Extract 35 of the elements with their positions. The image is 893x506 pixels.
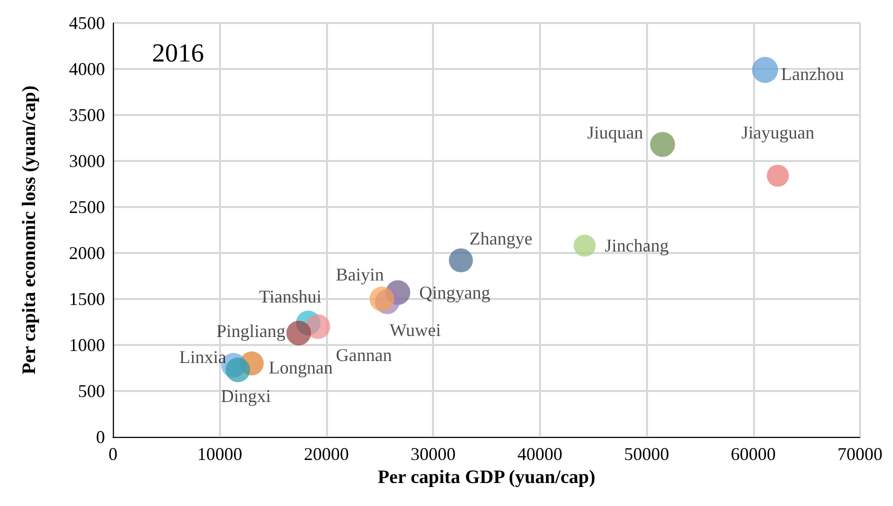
x-tick-label: 20000: [304, 444, 349, 464]
series-label: Lanzhou: [781, 64, 844, 84]
y-tick-label: 0: [96, 427, 105, 447]
x-tick-label: 30000: [410, 444, 456, 464]
y-tick-label: 2000: [69, 243, 105, 263]
series-label: Pingliang: [216, 321, 286, 342]
series-label: Tianshui: [259, 286, 322, 307]
series-label: Wuwei: [390, 320, 441, 340]
series-label: Gannan: [336, 344, 392, 365]
x-tick-label: 10000: [197, 444, 242, 464]
y-tick-label: 4000: [69, 59, 105, 79]
series-label: Jiayuguan: [741, 122, 814, 143]
y-tick-label: 3500: [69, 105, 105, 125]
y-tick-label: 1500: [69, 289, 105, 309]
series-label: Baiyin: [336, 264, 384, 285]
x-tick-label: 0: [108, 444, 118, 464]
series-label: Longnan: [268, 357, 333, 378]
series-label: Linxia: [179, 347, 226, 368]
series-label: Jinchang: [604, 236, 669, 256]
y-tick-label: 4500: [69, 13, 105, 33]
y-tick-label: 2500: [69, 197, 105, 217]
annotation: 2016: [152, 38, 204, 68]
y-tick-label: 500: [78, 381, 105, 401]
x-tick-label: 50000: [624, 444, 670, 464]
x-tick-label: 70000: [838, 444, 882, 464]
x-tick-label: 40000: [517, 444, 562, 464]
y-axis-title: Per capita economic loss (yuan/cap): [19, 86, 40, 374]
y-tick-label: 1000: [69, 335, 105, 355]
series-label: Qingyang: [419, 282, 490, 303]
y-tick-label: 3000: [69, 151, 105, 171]
x-tick-label: 60000: [730, 444, 776, 464]
series-label: Zhangye: [469, 228, 532, 248]
x-axis-title: Per capita GDP (yuan/cap): [378, 466, 596, 488]
series-label: Jiuquan: [587, 122, 644, 142]
series-label: Dingxi: [220, 386, 271, 406]
